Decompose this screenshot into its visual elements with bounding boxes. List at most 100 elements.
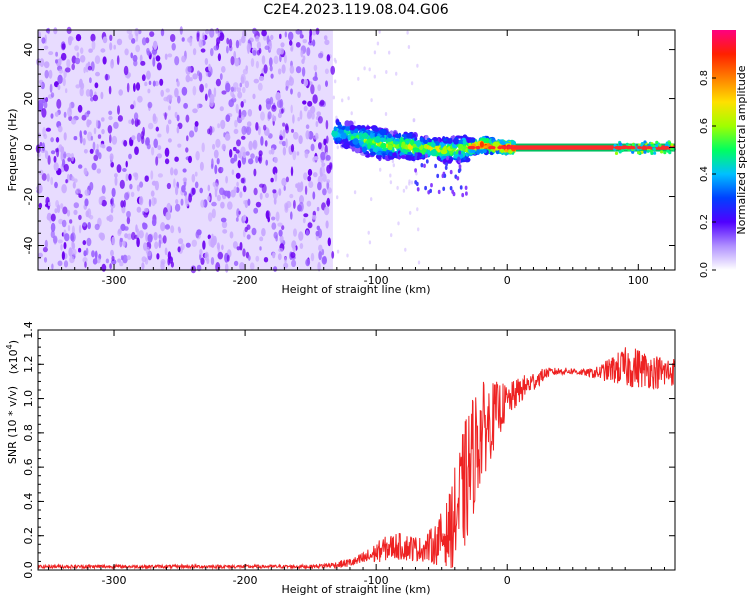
noise-speck xyxy=(220,119,226,130)
noise-speck xyxy=(165,88,170,93)
noise-speck xyxy=(270,73,274,79)
noise-speck xyxy=(97,134,102,139)
signal-blob xyxy=(359,132,363,139)
colorbar-tick-label: 0.8 xyxy=(699,70,710,86)
noise-speck xyxy=(242,151,246,158)
signal-blob xyxy=(470,139,476,143)
noise-speck xyxy=(131,135,136,141)
noise-speck xyxy=(192,48,197,56)
signal-core xyxy=(574,146,580,150)
signal-core xyxy=(475,146,481,150)
noise-speck xyxy=(110,207,114,214)
noise-speck xyxy=(412,118,415,123)
noise-speck xyxy=(53,27,58,35)
signal-spur xyxy=(445,162,448,167)
noise-speck xyxy=(259,192,263,200)
noise-speck xyxy=(123,65,129,76)
noise-speck xyxy=(50,230,55,239)
noise-speck xyxy=(84,261,87,268)
noise-speck xyxy=(336,145,339,150)
signal-spur xyxy=(461,192,465,198)
noise-speck xyxy=(312,30,317,36)
spectrogram-x-axis: -300 -200 -100 0 100 xyxy=(47,30,666,287)
noise-speck xyxy=(55,51,58,57)
noise-speck xyxy=(182,168,187,173)
noise-speck xyxy=(108,115,113,121)
signal-spur xyxy=(425,159,429,164)
x-tick-label: -200 xyxy=(233,574,258,587)
noise-speck xyxy=(87,65,92,71)
noise-speck xyxy=(301,66,306,77)
noise-speck xyxy=(242,68,248,75)
noise-speck xyxy=(253,207,259,214)
noise-speck xyxy=(302,217,306,224)
noise-speck xyxy=(305,258,311,267)
noise-speck xyxy=(303,172,308,181)
noise-speck xyxy=(332,95,335,100)
noise-speck xyxy=(68,115,73,122)
noise-speck xyxy=(67,157,72,162)
noise-speck xyxy=(277,222,283,227)
noise-speck xyxy=(63,242,67,250)
noise-speck xyxy=(141,262,145,270)
noise-speck xyxy=(396,185,399,190)
noise-speck xyxy=(204,83,208,89)
noise-speck xyxy=(368,67,371,72)
noise-speck xyxy=(404,247,407,252)
noise-speck xyxy=(106,146,112,152)
noise-speck xyxy=(293,199,296,209)
noise-speck xyxy=(164,147,170,157)
noise-speck xyxy=(303,105,308,112)
noise-speck xyxy=(122,254,128,264)
noise-speck xyxy=(147,88,151,94)
noise-speck xyxy=(190,265,197,274)
noise-speck xyxy=(215,28,219,35)
spectrogram-y-axis: -40 -20 0 20 40 xyxy=(22,36,675,271)
signal-blob xyxy=(458,139,464,145)
signal-blob xyxy=(382,152,386,158)
signal-spur xyxy=(446,156,449,161)
noise-speck xyxy=(92,258,98,265)
noise-speck xyxy=(417,260,421,265)
noise-speck xyxy=(136,119,141,126)
noise-speck xyxy=(216,194,221,202)
noise-speck xyxy=(160,28,165,37)
noise-speck xyxy=(225,175,229,184)
noise-speck xyxy=(347,96,350,101)
signal-blob xyxy=(653,151,657,155)
noise-speck xyxy=(258,75,265,81)
noise-speck xyxy=(281,64,286,74)
noise-speck xyxy=(296,151,300,156)
noise-speck xyxy=(141,74,146,82)
noise-speck xyxy=(50,113,54,119)
noise-speck xyxy=(48,201,51,207)
noise-speck xyxy=(177,246,181,253)
noise-speck xyxy=(263,64,268,74)
noise-speck xyxy=(60,146,65,155)
noise-speck xyxy=(90,135,94,141)
noise-speck xyxy=(39,169,44,176)
noise-speck xyxy=(310,84,315,95)
noise-speck xyxy=(50,213,56,222)
noise-speck xyxy=(82,138,86,146)
signal-blob xyxy=(331,131,338,137)
noise-speck xyxy=(91,250,95,258)
noise-speck xyxy=(246,224,251,230)
noise-speck xyxy=(334,79,337,84)
noise-speck xyxy=(139,54,143,63)
noise-speck xyxy=(63,151,67,159)
noise-speck xyxy=(240,177,245,184)
noise-speck xyxy=(281,140,287,147)
noise-speck xyxy=(145,137,150,146)
signal-blob xyxy=(354,146,361,154)
noise-speck xyxy=(302,39,308,44)
spectrogram-signal-track xyxy=(331,118,676,198)
signal-spur xyxy=(416,187,420,192)
noise-speck xyxy=(315,120,319,128)
noise-speck xyxy=(113,121,119,129)
spectrogram-plot-area xyxy=(35,26,676,274)
noise-speck xyxy=(170,167,174,176)
noise-speck xyxy=(237,91,243,99)
snr-x-axis: -300 -200 -100 0 xyxy=(47,330,666,587)
